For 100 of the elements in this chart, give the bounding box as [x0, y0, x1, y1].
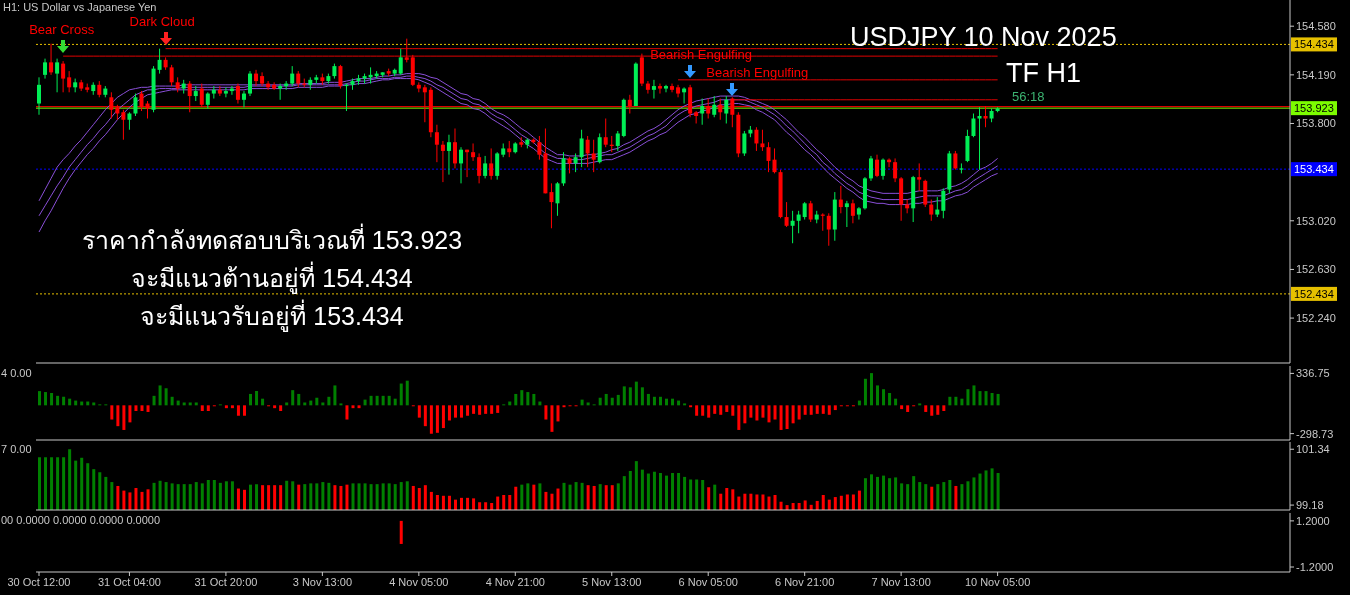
- x-tick-label: 5 Nov 13:00: [582, 575, 642, 588]
- bar: [333, 385, 337, 406]
- bar: [544, 405, 548, 420]
- bar: [695, 405, 699, 416]
- bar: [604, 393, 608, 406]
- bar: [303, 402, 307, 406]
- bar: [550, 405, 554, 432]
- bar: [182, 402, 186, 406]
- x-tick-label: 6 Nov 05:00: [678, 575, 738, 588]
- bar: [38, 391, 41, 406]
- bar: [948, 396, 952, 406]
- bar: [357, 405, 361, 409]
- bar: [116, 405, 120, 427]
- bar: [869, 373, 873, 406]
- bar: [206, 405, 210, 412]
- bar: [345, 405, 349, 420]
- x-tick-label: 31 Oct 20:00: [194, 575, 258, 588]
- bar: [460, 405, 464, 418]
- x-tick-label: 7 Nov 13:00: [871, 575, 931, 588]
- bar: [369, 395, 373, 406]
- bar: [472, 405, 476, 414]
- bar: [429, 405, 433, 434]
- y-tick-label: 336.75: [1296, 367, 1330, 380]
- bar: [417, 405, 421, 418]
- bar: [882, 389, 886, 406]
- bar: [255, 391, 259, 406]
- bar: [466, 405, 470, 416]
- x-tick-label: 4 Nov 05:00: [389, 575, 449, 588]
- y-tick-label: 101.34: [1296, 443, 1330, 456]
- bar: [701, 405, 705, 416]
- bar: [423, 405, 427, 427]
- bar: [797, 405, 801, 420]
- bar: [261, 398, 265, 406]
- bar: [315, 397, 319, 406]
- bar: [713, 405, 717, 414]
- bar: [56, 395, 60, 406]
- bar: [140, 405, 144, 412]
- bar: [351, 405, 355, 409]
- bar: [960, 398, 964, 406]
- x-tick-label: 31 Oct 04:00: [97, 575, 161, 588]
- bar: [731, 405, 735, 416]
- bar: [188, 402, 192, 406]
- bar: [484, 405, 488, 414]
- bar: [809, 405, 813, 415]
- bar: [906, 405, 910, 412]
- bar: [514, 393, 518, 406]
- bar: [128, 405, 132, 423]
- bar: [749, 405, 753, 418]
- bar: [405, 380, 409, 406]
- bar: [737, 405, 741, 430]
- bar: [803, 405, 807, 415]
- bar: [110, 405, 114, 420]
- bar: [520, 390, 524, 406]
- bar: [924, 405, 928, 412]
- bar: [170, 396, 174, 406]
- bar: [273, 405, 277, 409]
- bar: [556, 405, 560, 422]
- bar: [773, 405, 777, 420]
- bar: [387, 395, 391, 406]
- bar: [616, 394, 620, 406]
- bar: [532, 393, 536, 406]
- bar: [586, 402, 590, 406]
- bar: [285, 402, 289, 406]
- y-tick-label: -298.73: [1296, 427, 1334, 440]
- bar: [279, 405, 283, 412]
- y-tick-label: 1.2000: [1296, 514, 1330, 527]
- bar: [134, 405, 138, 412]
- bar: [158, 385, 162, 406]
- bar: [743, 405, 747, 424]
- bar: [761, 405, 765, 418]
- bar: [978, 391, 982, 406]
- bar: [942, 405, 946, 412]
- bar: [435, 405, 439, 433]
- bar: [230, 405, 234, 409]
- bar: [68, 398, 72, 406]
- bar: [658, 396, 662, 406]
- bar: [62, 396, 66, 406]
- bar: [628, 387, 632, 406]
- bar: [894, 398, 898, 406]
- bar: [399, 383, 403, 406]
- bar: [381, 395, 385, 406]
- bar: [634, 381, 638, 406]
- bar: [984, 391, 988, 406]
- chart-title: 7 0.00: [1, 443, 32, 456]
- y-tick-label: 99.18: [1296, 498, 1324, 511]
- x-tick-label: 10 Nov 05:00: [964, 575, 1031, 588]
- bar: [900, 405, 904, 410]
- bar: [152, 395, 156, 406]
- bar: [785, 405, 789, 430]
- bar: [707, 405, 711, 418]
- bar: [972, 385, 976, 406]
- bar: [646, 393, 650, 406]
- bar: [954, 396, 958, 406]
- bar: [791, 405, 795, 424]
- bar: [249, 393, 253, 406]
- bar: [888, 393, 892, 406]
- bar: [393, 398, 397, 406]
- chart-title: 4 0.00: [1, 367, 32, 380]
- bar: [767, 405, 771, 423]
- bar: [833, 405, 837, 411]
